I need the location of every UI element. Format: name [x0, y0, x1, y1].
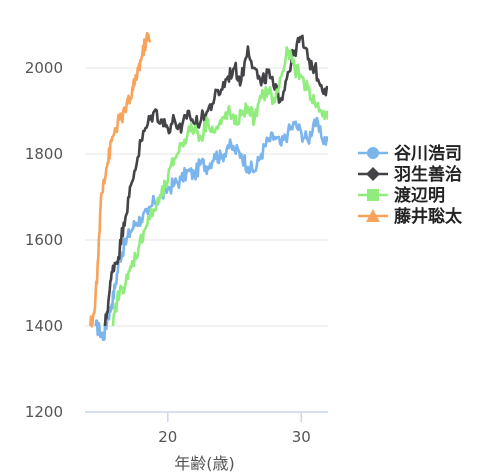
legend-item[interactable]: 羽生善治	[358, 164, 462, 185]
series-line-3	[111, 46, 328, 327]
x-axis-title: 年齢(歳)	[174, 454, 235, 473]
y-tick-label: 1400	[25, 317, 63, 335]
legend-label: 羽生善治	[394, 164, 462, 185]
y-tick-label: 1800	[25, 145, 63, 163]
x-tick-label: 20	[158, 428, 177, 446]
series-line-4	[89, 31, 152, 328]
circle-marker-icon	[367, 147, 379, 159]
legend-label: 谷川浩司	[394, 143, 462, 164]
series-line-1	[94, 116, 328, 342]
legend-label: 渡辺明	[394, 185, 445, 206]
y-tick-label: 1600	[25, 231, 63, 249]
series-lines	[89, 31, 328, 342]
square-marker-icon	[367, 189, 379, 201]
axes: 1200 1400 1600 1800 2000 20 30 年齢(歳)	[25, 59, 328, 473]
diamond-marker-icon	[366, 167, 380, 181]
y-tick-label: 1200	[25, 403, 63, 421]
y-tick-label: 2000	[25, 59, 63, 77]
series-line-2	[103, 34, 328, 327]
triangle-marker-icon	[366, 209, 380, 222]
legend-item[interactable]: 谷川浩司	[358, 143, 462, 164]
legend-label: 藤井聡太	[394, 206, 463, 227]
legend-item[interactable]: 渡辺明	[358, 185, 445, 206]
x-tick-label: 30	[292, 428, 311, 446]
legend-item[interactable]: 藤井聡太	[358, 206, 463, 227]
